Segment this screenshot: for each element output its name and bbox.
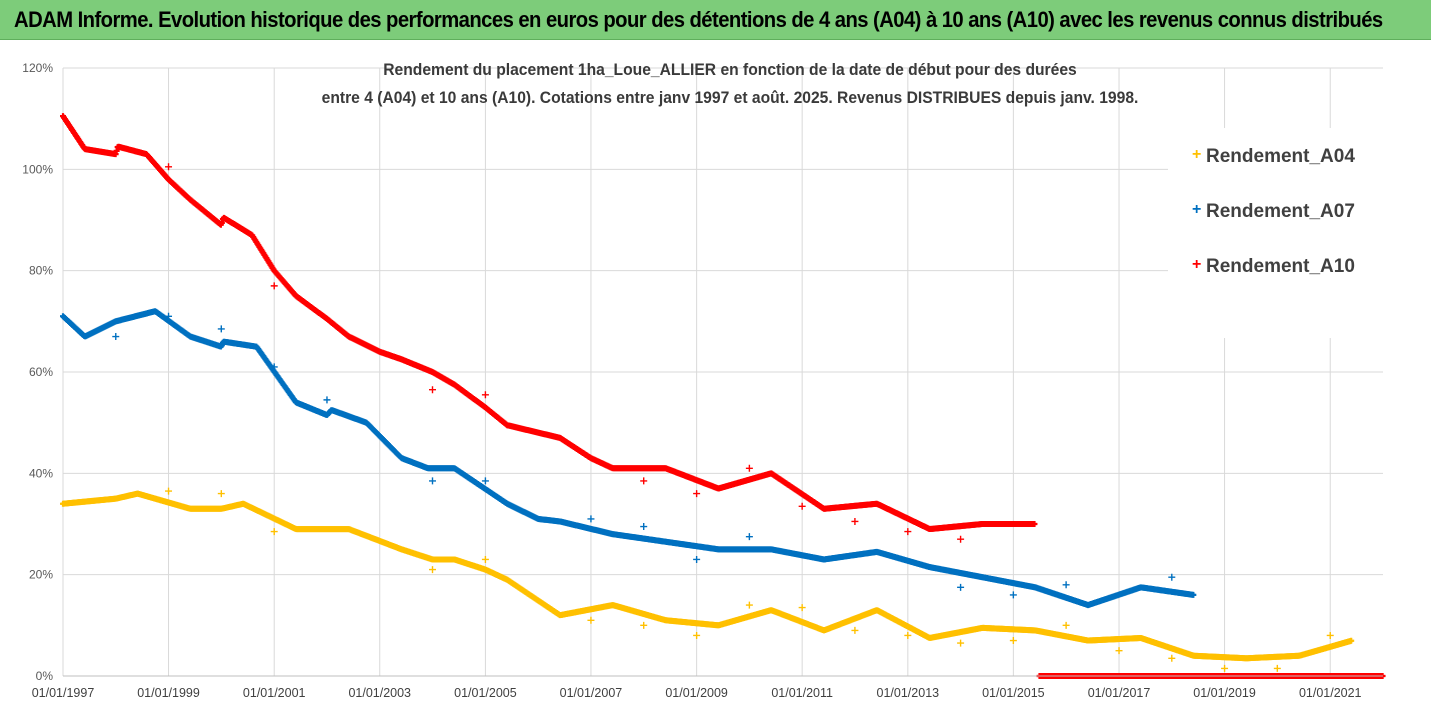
x-tick-label: 01/01/2005 xyxy=(454,686,517,700)
outlier-point xyxy=(1062,581,1070,589)
outlier-point xyxy=(270,528,278,536)
legend-marker-a04: + xyxy=(1192,146,1202,163)
outlier-point xyxy=(1009,591,1017,599)
outlier-point xyxy=(217,325,225,333)
outlier-point xyxy=(429,477,437,485)
outlier-point xyxy=(693,631,701,639)
outlier-point xyxy=(640,621,648,629)
outlier-point xyxy=(957,535,965,543)
outlier-point xyxy=(798,502,806,510)
outlier-point xyxy=(798,604,806,612)
chart-legend: + Rendement_A04 + Rendement_A07 + Rendem… xyxy=(1168,128,1383,338)
outlier-point xyxy=(957,583,965,591)
outlier-point xyxy=(745,601,753,609)
x-tick-label: 01/01/1999 xyxy=(137,686,200,700)
outlier-point xyxy=(851,517,859,525)
outlier-point xyxy=(587,515,595,523)
outlier-point xyxy=(1326,631,1334,639)
x-tick-label: 01/01/2015 xyxy=(982,686,1045,700)
x-tick-label: 01/01/2003 xyxy=(348,686,411,700)
legend-label-a10: Rendement_A10 xyxy=(1206,256,1355,277)
outlier-point xyxy=(957,639,965,647)
title-banner: ADAM Informe. Evolution historique des p… xyxy=(0,0,1431,40)
outlier-point xyxy=(429,386,437,394)
chart-area: 0% 20% 40% 60% 80% 100% 120% 01/01/1997 01/01/19… xyxy=(0,40,1431,721)
y-tick-label: 120% xyxy=(22,61,53,75)
outlier-point xyxy=(1062,621,1070,629)
y-tick-label: 20% xyxy=(29,568,53,582)
outlier-point xyxy=(587,616,595,624)
x-tick-label: 01/01/1997 xyxy=(32,686,95,700)
series-rendement_a07 xyxy=(60,308,1197,609)
outlier-point xyxy=(481,555,489,563)
y-tick-label: 40% xyxy=(29,466,53,480)
page-title: ADAM Informe. Evolution historique des p… xyxy=(14,7,1383,32)
outlier-point xyxy=(112,333,120,341)
outlier-point xyxy=(904,631,912,639)
outlier-point xyxy=(1009,637,1017,645)
x-tick-label: 01/01/2017 xyxy=(1088,686,1151,700)
y-tick-label: 80% xyxy=(29,264,53,278)
chart-subtitle-line-2: entre 4 (A04) et 10 ans (A10). Cotations… xyxy=(321,88,1139,107)
outlier-point xyxy=(429,566,437,574)
outlier-point xyxy=(165,487,173,495)
series-rendement_a04 xyxy=(60,490,1355,662)
x-tick-label: 01/01/2001 xyxy=(243,686,306,700)
outlier-point xyxy=(904,528,912,536)
legend-label-a04: Rendement_A04 xyxy=(1206,146,1355,167)
outlier-point xyxy=(481,391,489,399)
y-tick-label: 0% xyxy=(36,669,54,683)
legend-marker-a10: + xyxy=(1192,256,1202,273)
outlier-point xyxy=(323,396,331,404)
y-tick-label: 100% xyxy=(22,162,53,176)
outlier-point xyxy=(481,477,489,485)
outlier-point xyxy=(851,626,859,634)
x-tick-label: 01/01/2009 xyxy=(665,686,728,700)
legend-item-a07: + Rendement_A07 xyxy=(1192,201,1355,223)
legend-item-a04: + Rendement_A04 xyxy=(1192,146,1355,168)
y-tick-label: 60% xyxy=(29,365,53,379)
outlier-point xyxy=(1168,654,1176,662)
legend-label-a07: Rendement_A07 xyxy=(1206,201,1355,222)
outlier-point xyxy=(745,533,753,541)
legend-item-a10: + Rendement_A10 xyxy=(1192,256,1355,278)
outlier-point xyxy=(1273,664,1281,672)
data-point xyxy=(1348,637,1355,644)
x-tick-label: 01/01/2007 xyxy=(560,686,623,700)
outlier-point xyxy=(640,477,648,485)
chart-plot: 0% 20% 40% 60% 80% 100% 120% 01/01/1997 01/01/19… xyxy=(22,61,1386,700)
outlier-point xyxy=(1221,664,1229,672)
legend-marker-a07: + xyxy=(1192,201,1202,218)
outlier-point xyxy=(693,555,701,563)
outlier-point xyxy=(745,464,753,472)
outlier-point xyxy=(640,523,648,531)
x-tick-label: 01/01/2019 xyxy=(1193,686,1256,700)
outlier-point xyxy=(270,282,278,290)
outlier-point xyxy=(217,490,225,498)
outlier-point xyxy=(693,490,701,498)
outlier-point xyxy=(1115,647,1123,655)
chart-subtitle-line-1: Rendement du placement 1ha_Loue_ALLIER e… xyxy=(383,60,1077,79)
x-tick-label: 01/01/2021 xyxy=(1299,686,1362,700)
x-tick-label: 01/01/2013 xyxy=(877,686,940,700)
x-tick-label: 01/01/2011 xyxy=(771,686,833,700)
